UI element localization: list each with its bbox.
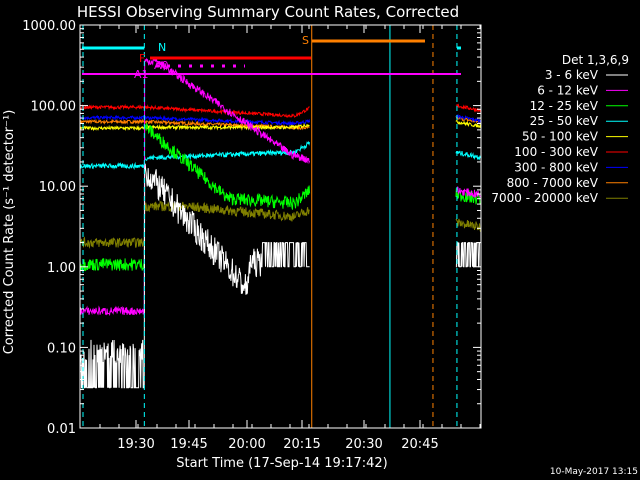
legend-header: Det 1,3,6,9 bbox=[562, 53, 629, 67]
y-tick-label: 0.01 bbox=[47, 422, 76, 437]
x-tick-label: 20:30 bbox=[345, 437, 382, 452]
legend-entry-label: 3 - 6 keV bbox=[545, 68, 599, 82]
plot-area: NF S A0 A1 bbox=[79, 25, 481, 428]
plot-frame bbox=[79, 24, 482, 429]
flag-label-n: N bbox=[158, 41, 166, 54]
x-tick-label: 20:00 bbox=[228, 437, 265, 452]
legend-entry-label: 25 - 50 keV bbox=[530, 114, 599, 128]
legend-entry-label: 6 - 12 keV bbox=[537, 83, 599, 97]
legend-entry-label: 7000 - 20000 keV bbox=[491, 191, 598, 205]
series-line-100-300-kev bbox=[79, 103, 481, 119]
series-line-300-800-kev bbox=[79, 113, 481, 127]
legend-entry-label: 50 - 100 keV bbox=[522, 130, 599, 144]
chart-title: HESSI Observing Summary Count Rates, Cor… bbox=[77, 3, 459, 21]
y-tick-label: 100.00 bbox=[31, 100, 77, 115]
legend-entry-label: 100 - 300 keV bbox=[514, 145, 598, 159]
x-tick-label: 19:30 bbox=[117, 437, 154, 452]
series-line-50-100-kev bbox=[79, 119, 481, 132]
x-tick-label: 20:45 bbox=[401, 437, 438, 452]
flag-label-a0: A0 bbox=[154, 59, 169, 72]
flag-label-s: S bbox=[302, 34, 309, 47]
legend-entry-label: 300 - 800 keV bbox=[514, 160, 598, 174]
x-tick-label: 20:15 bbox=[283, 437, 320, 452]
flag-label-a1: A1 bbox=[134, 68, 149, 81]
x-tick-label: 19:45 bbox=[170, 437, 207, 452]
y-tick-label: 1.00 bbox=[47, 261, 76, 276]
legend-entry-label: 12 - 25 keV bbox=[530, 99, 599, 113]
series-line-25-50-kev bbox=[79, 140, 481, 171]
y-axis-label: Corrected Count Rate (s⁻¹ detector⁻¹) bbox=[2, 110, 17, 355]
flag-label-f: F bbox=[139, 52, 145, 65]
series-line-800-7000-kev bbox=[79, 115, 481, 131]
y-tick-label: 1000.00 bbox=[22, 19, 76, 34]
y-tick-label: 10.00 bbox=[39, 180, 76, 195]
y-tick-label: 0.10 bbox=[47, 341, 76, 356]
axes: 1000.00 100.00 10.00 1.00 0.10 0.01 19:30 19:45… bbox=[22, 19, 482, 452]
series-line-6-12-kev bbox=[79, 57, 481, 317]
series-line-3-6-kev bbox=[79, 163, 481, 389]
legend-entry-label: 800 - 7000 keV bbox=[507, 176, 599, 190]
series-line-7000-20000-kev bbox=[79, 200, 481, 249]
x-axis-label: Start Time (17-Sep-14 19:17:42) bbox=[176, 456, 387, 471]
timestamp: 10-May-2017 13:15 bbox=[550, 467, 638, 477]
